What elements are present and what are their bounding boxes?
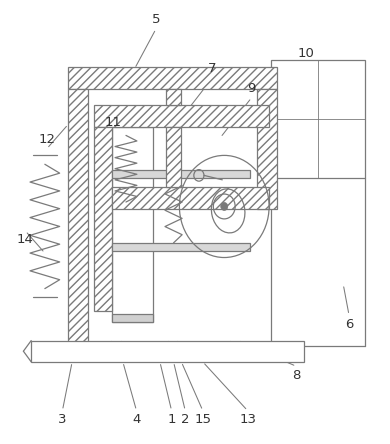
- Bar: [94, 127, 112, 311]
- Text: 3: 3: [58, 413, 67, 426]
- Text: 5: 5: [152, 13, 160, 27]
- Bar: [94, 105, 269, 127]
- Text: 8: 8: [292, 369, 301, 382]
- Bar: [112, 170, 250, 178]
- Text: 11: 11: [105, 115, 122, 129]
- Bar: [271, 60, 365, 178]
- Bar: [68, 67, 277, 89]
- Text: 12: 12: [38, 133, 55, 147]
- Text: 13: 13: [239, 413, 256, 426]
- Text: 2: 2: [181, 413, 190, 426]
- Text: 6: 6: [345, 317, 353, 331]
- Bar: [257, 89, 277, 209]
- Bar: [31, 341, 304, 362]
- Bar: [166, 89, 181, 105]
- Bar: [112, 243, 250, 251]
- Circle shape: [221, 202, 228, 210]
- Bar: [112, 187, 269, 209]
- Text: 14: 14: [17, 233, 34, 246]
- Text: 15: 15: [194, 413, 211, 426]
- Bar: [112, 127, 153, 322]
- Bar: [112, 314, 153, 322]
- Text: 1: 1: [167, 413, 176, 426]
- Text: 10: 10: [298, 47, 315, 60]
- Bar: [68, 89, 88, 346]
- Bar: [166, 127, 181, 187]
- Text: 9: 9: [247, 82, 256, 95]
- Text: 4: 4: [132, 413, 141, 426]
- Text: 7: 7: [208, 62, 217, 75]
